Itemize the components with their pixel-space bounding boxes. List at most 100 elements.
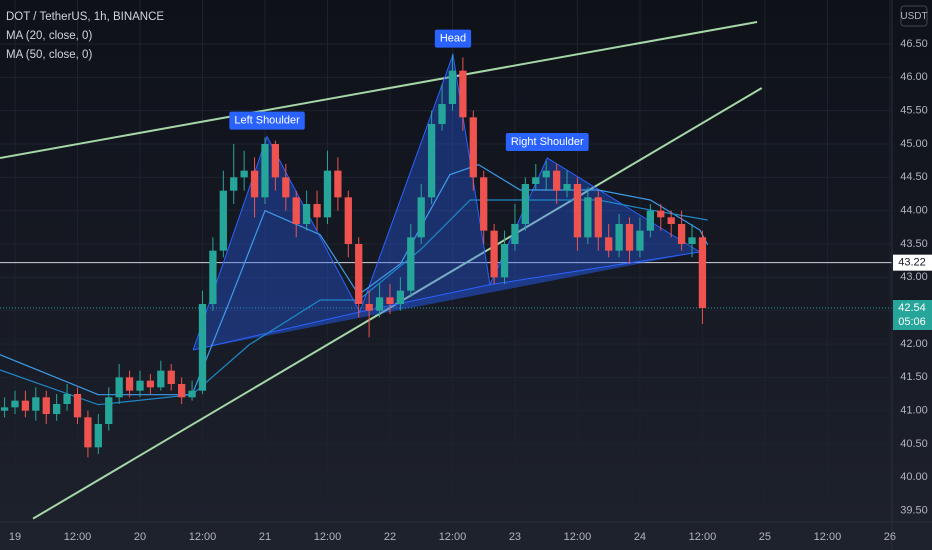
- candle-body: [532, 177, 540, 184]
- x-tick-label: 23: [509, 531, 521, 543]
- candle-body: [355, 244, 363, 304]
- candle-body: [677, 224, 686, 244]
- currency-box[interactable]: [900, 5, 928, 27]
- candle-body: [167, 370, 175, 384]
- candle-body: [146, 380, 155, 388]
- x-tick-label: 24: [634, 531, 646, 543]
- candle-body: [302, 204, 311, 224]
- candle-body: [594, 197, 602, 238]
- x-tick-label: 12:00: [564, 531, 592, 543]
- candle-body: [94, 424, 102, 448]
- candle-body: [250, 170, 259, 198]
- candle-body: [344, 197, 352, 244]
- last-price-label: 42.54: [898, 302, 926, 314]
- candle-body: [136, 380, 144, 391]
- candle-body: [459, 70, 467, 118]
- candle-body: [625, 224, 634, 251]
- candle-body: [11, 400, 19, 408]
- pattern-label-text: Right Shoulder: [511, 136, 584, 148]
- candle-body: [480, 177, 488, 231]
- candle-body: [448, 70, 457, 104]
- candle-body: [500, 244, 509, 278]
- x-tick-label: 12:00: [64, 531, 92, 543]
- y-tick-label: 43.50: [900, 238, 928, 250]
- x-tick-label: 12:00: [689, 531, 717, 543]
- x-tick-label: 20: [134, 531, 146, 543]
- candle-body: [636, 230, 644, 251]
- y-tick-label: 39.50: [900, 505, 928, 517]
- last-price-box: [893, 300, 932, 330]
- candle-body: [667, 217, 675, 224]
- candle-body: [292, 197, 300, 224]
- y-tick-label: 40.00: [900, 471, 928, 483]
- candle-body: [646, 210, 655, 231]
- y-tick-label: 44.00: [900, 205, 928, 217]
- pattern-area: [193, 54, 700, 351]
- pattern-label-box: [505, 133, 589, 151]
- price-level-box: [893, 254, 932, 271]
- candle-body: [698, 237, 707, 308]
- trendline: [0, 21, 758, 159]
- candle-body: [552, 170, 561, 191]
- y-tick-label: 46.00: [900, 71, 928, 83]
- x-tick-label: 21: [259, 531, 271, 543]
- candle-body: [32, 397, 40, 411]
- candle-body: [53, 404, 61, 414]
- x-tick-label: 12:00: [439, 531, 467, 543]
- moving-average: [0, 199, 708, 406]
- candle-body: [334, 170, 342, 198]
- candle-body: [219, 190, 227, 251]
- candle-body: [396, 290, 405, 304]
- candle-body: [209, 250, 217, 304]
- price-level-label: 43.22: [898, 257, 926, 269]
- x-tick-label: 25: [759, 531, 771, 543]
- pattern-label: Left Shoulder: [229, 111, 305, 130]
- x-tick-label: 12:00: [189, 531, 217, 543]
- currency[interactable]: USDT: [900, 11, 927, 22]
- candle-body: [73, 394, 82, 418]
- pattern-label: Head: [434, 29, 472, 48]
- candle-body: [230, 177, 238, 191]
- y-tick-label: 42.00: [900, 338, 928, 350]
- candle-body: [323, 170, 332, 218]
- y-tick-label: 45.00: [900, 138, 928, 150]
- candle-body: [511, 224, 519, 244]
- x-tick-label: 22: [384, 531, 396, 543]
- pattern-outline: [192, 52, 701, 351]
- y-tick-label: 43.00: [900, 271, 928, 283]
- candle-body: [198, 304, 207, 391]
- chart-title: DOT / TetherUS, 1h, BINANCE: [6, 11, 164, 23]
- candle-body: [240, 170, 248, 178]
- x-tick-label: 12:00: [314, 531, 342, 543]
- candle-body: [688, 237, 696, 244]
- pattern-label-box: [434, 29, 472, 48]
- candle-body: [313, 204, 321, 218]
- y-tick-label: 41.00: [900, 405, 928, 417]
- candle-body: [271, 144, 280, 178]
- candle-body: [84, 417, 92, 448]
- candle-body: [0, 407, 9, 411]
- candle-body: [657, 210, 665, 218]
- candle-body: [386, 297, 394, 304]
- y-tick-label: 45.50: [900, 105, 928, 117]
- candle-body: [427, 124, 436, 198]
- x-tick-label: 26: [884, 531, 896, 543]
- x-tick-label: 19: [9, 531, 21, 543]
- candle-body: [375, 297, 384, 311]
- plot-area: [0, 0, 892, 522]
- pattern-neckline: [192, 251, 700, 351]
- candle-body: [63, 394, 71, 404]
- y-tick-label: 46.50: [900, 38, 928, 50]
- candle-body: [282, 177, 290, 198]
- candle-body: [605, 237, 613, 251]
- candle-body: [438, 104, 446, 124]
- candle-body: [105, 397, 113, 424]
- countdown: 05:06: [898, 316, 926, 328]
- candle-body: [521, 184, 530, 224]
- y-tick-label: 40.50: [900, 438, 928, 450]
- x-tick-label: 12:00: [814, 531, 842, 543]
- candle-body: [188, 390, 196, 398]
- candle-body: [563, 184, 571, 191]
- candle-body: [21, 400, 30, 411]
